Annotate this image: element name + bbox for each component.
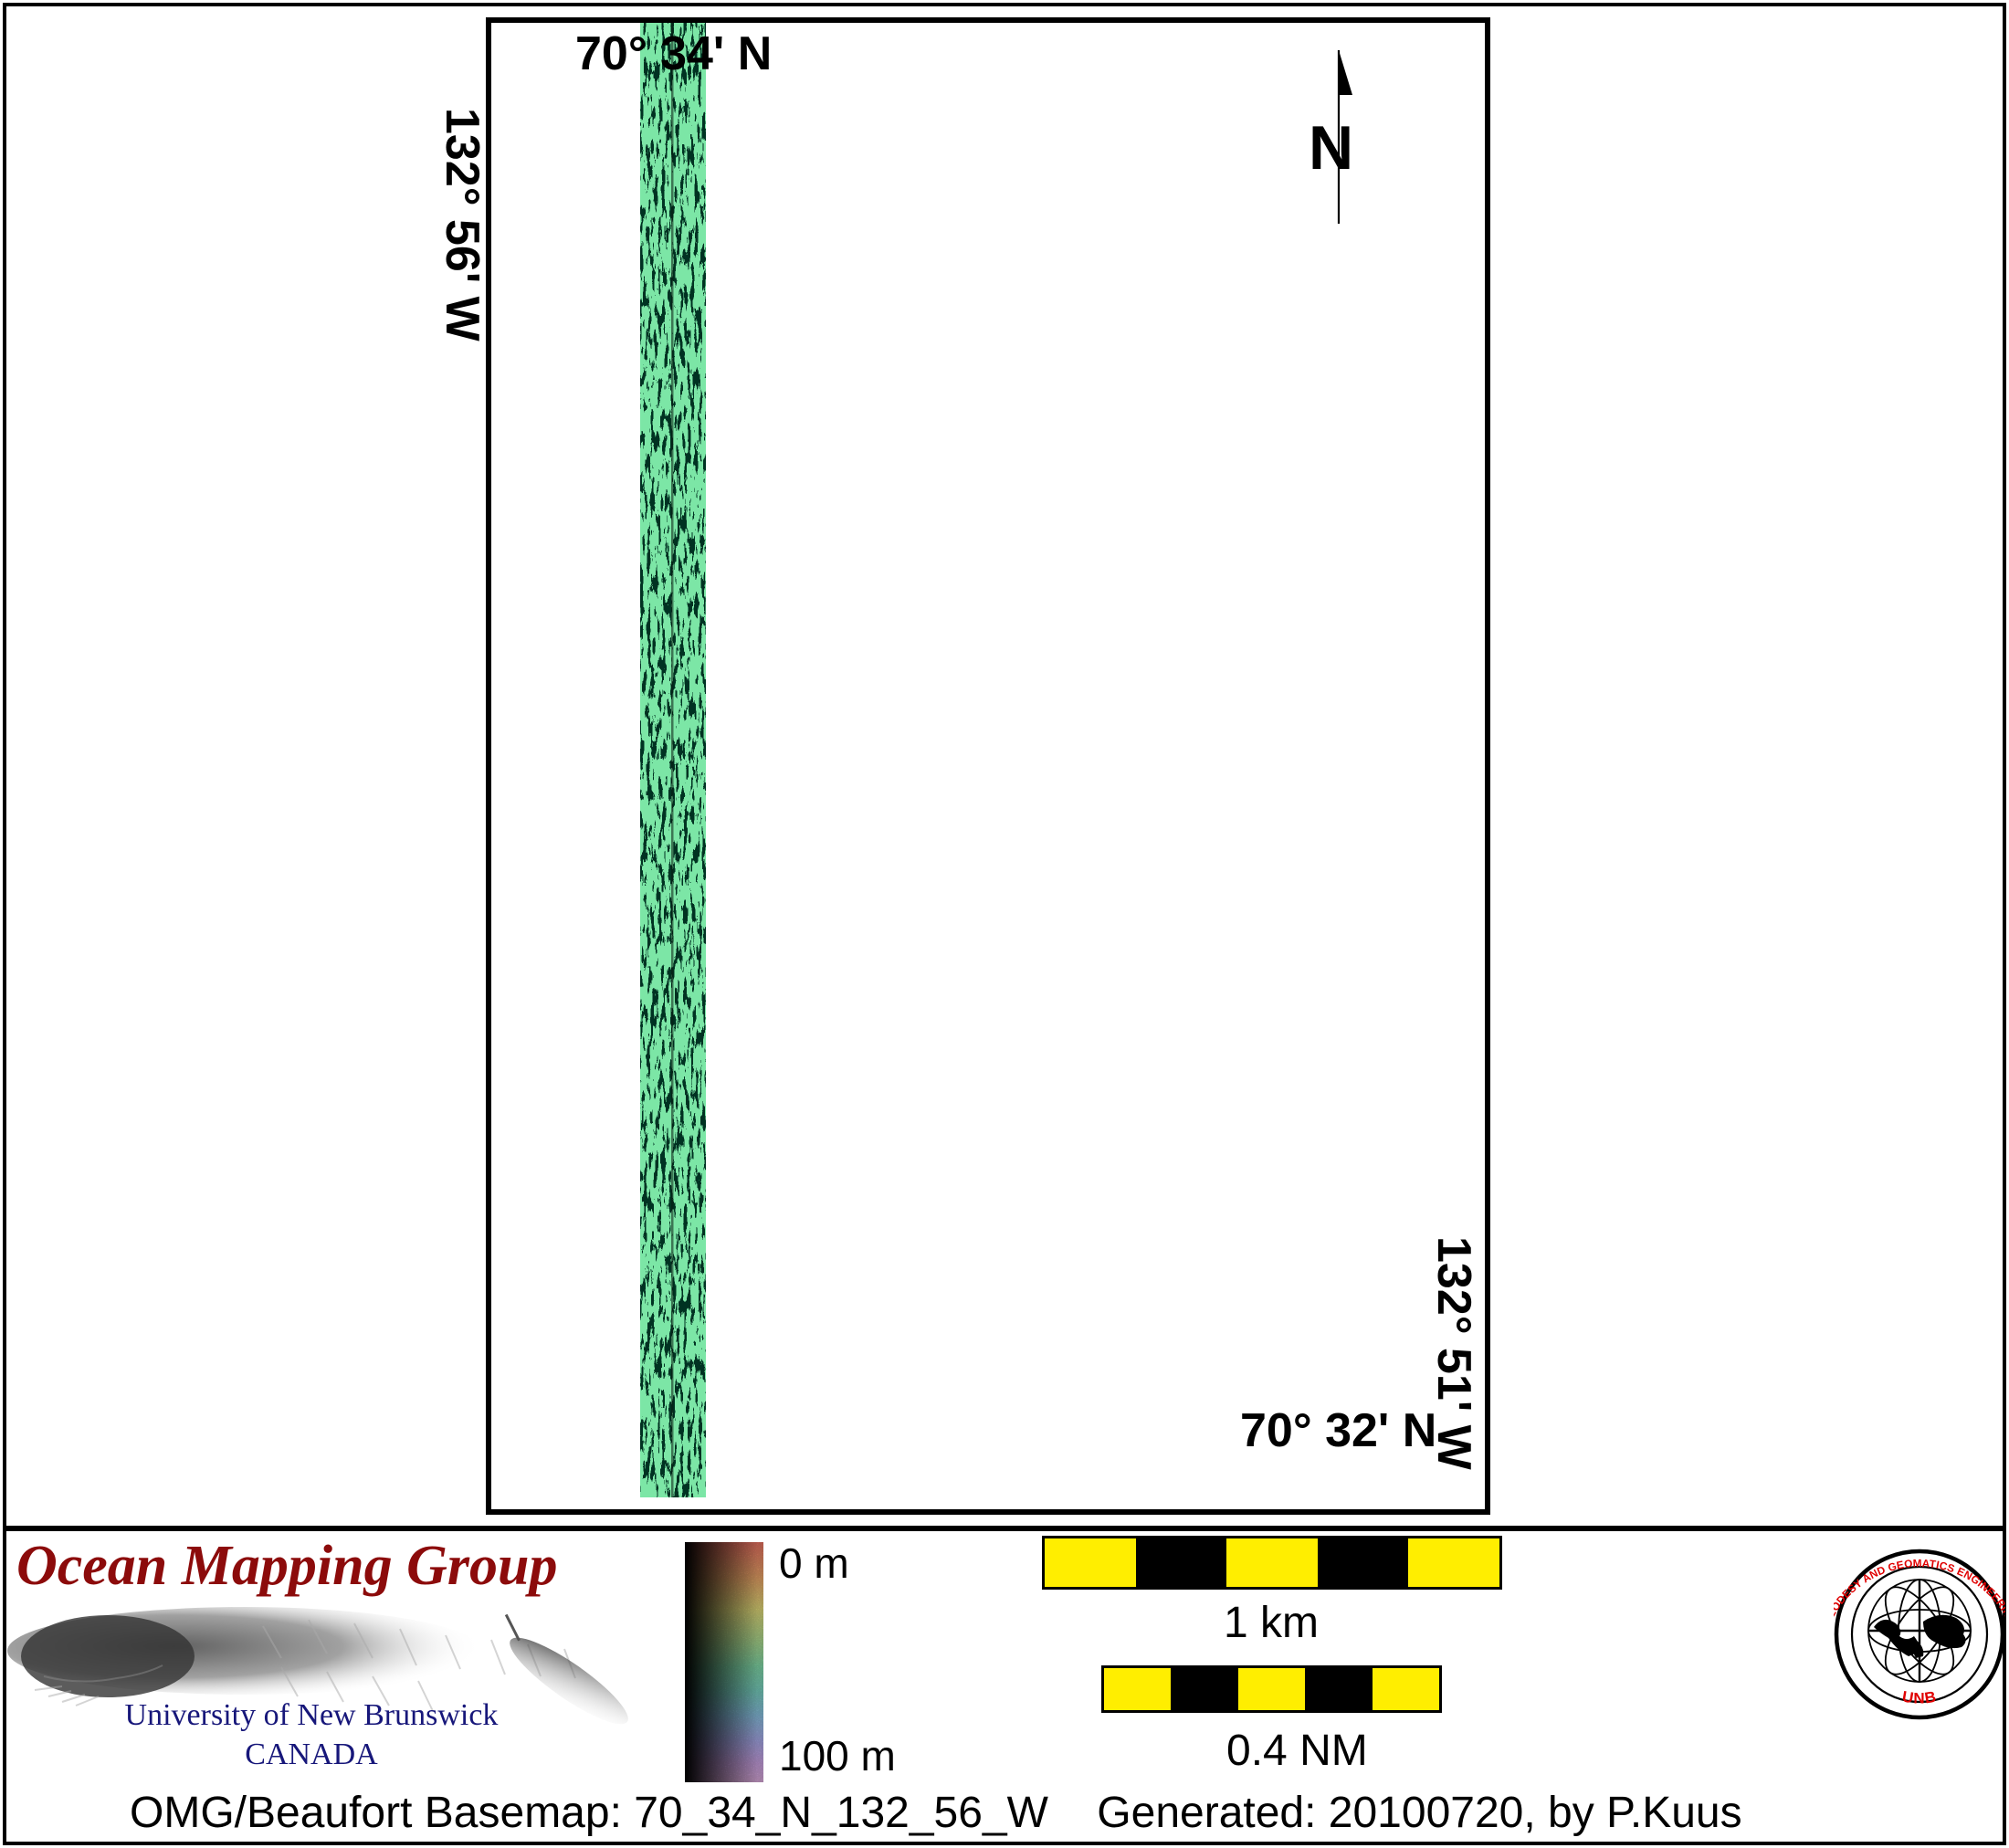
svg-text:N: N [1309,113,1353,183]
svg-text:UNB: UNB [1901,1688,1939,1707]
